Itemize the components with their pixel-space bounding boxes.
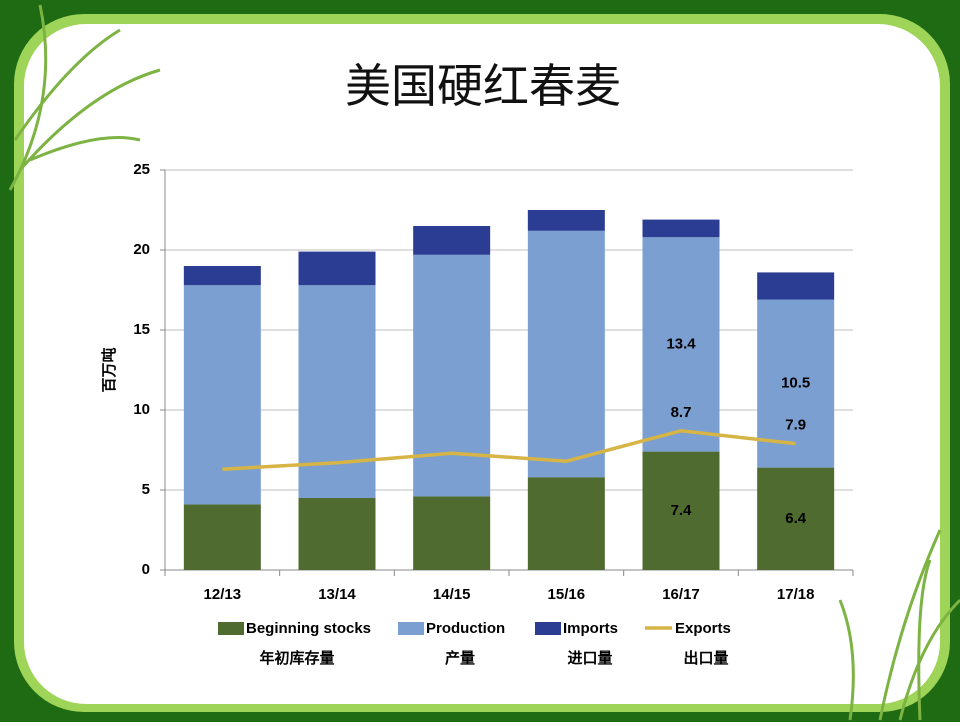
bar-segment xyxy=(413,496,491,570)
wheat-stem xyxy=(898,598,960,721)
bar-segment xyxy=(298,251,376,286)
legend-swatch xyxy=(218,622,244,635)
legend-label: Imports xyxy=(563,620,618,637)
wheat-decoration xyxy=(8,4,960,721)
bar-segment xyxy=(642,237,720,452)
bar-segment xyxy=(527,230,605,478)
wheat-stem xyxy=(917,559,932,721)
y-axis-label: 百万吨 xyxy=(100,347,118,392)
wheat-stem xyxy=(838,599,855,721)
data-label: 10.5 xyxy=(781,375,810,392)
x-tick-label: 16/17 xyxy=(662,586,700,603)
legend-sublabel: 产量 xyxy=(445,649,475,667)
bar-segment xyxy=(298,498,376,570)
bar-segment xyxy=(757,467,835,570)
bar-segment xyxy=(183,266,261,286)
legend-label: Exports xyxy=(675,620,731,637)
bar-segment xyxy=(757,272,835,300)
wheat-stem xyxy=(878,529,942,721)
x-tick-label: 14/15 xyxy=(433,586,471,603)
data-label: 6.4 xyxy=(785,510,807,527)
bar-segment xyxy=(527,477,605,570)
y-tick-label: 5 xyxy=(142,481,150,498)
legend-label: Production xyxy=(426,620,505,637)
y-tick-label: 25 xyxy=(133,161,150,178)
bar-segment xyxy=(642,219,720,238)
x-tick-label: 12/13 xyxy=(204,586,242,603)
bar-segment xyxy=(527,210,605,231)
y-tick-label: 0 xyxy=(142,561,150,578)
legend-sublabel: 年初库存量 xyxy=(259,649,334,667)
wheat-stem xyxy=(29,136,141,162)
exports-line xyxy=(222,429,796,471)
x-tick-label: 13/14 xyxy=(318,586,356,603)
bar-segment xyxy=(183,504,261,570)
data-label: 7.9 xyxy=(785,417,806,434)
chart-title: 美国硬红春麦 xyxy=(345,60,621,112)
wheat-stem xyxy=(13,28,121,141)
data-label: 13.4 xyxy=(666,335,696,352)
x-tick-label: 17/18 xyxy=(777,586,815,603)
bar-segment xyxy=(183,285,261,505)
legend-swatch xyxy=(398,622,424,635)
bar-segment xyxy=(298,285,376,498)
y-tick-label: 15 xyxy=(133,321,150,338)
legend-sublabel: 进口量 xyxy=(567,650,612,667)
legend-sublabel: 出口量 xyxy=(683,649,728,667)
legend-label: Beginning stocks xyxy=(246,620,371,637)
bar-segment xyxy=(413,254,491,497)
bar-segment xyxy=(642,451,720,570)
wheat-stem xyxy=(18,68,161,171)
data-label: 8.7 xyxy=(671,404,692,421)
x-tick-label: 15/16 xyxy=(548,586,586,603)
data-label: 7.4 xyxy=(671,502,693,519)
bar-segment xyxy=(413,226,491,255)
y-tick-label: 20 xyxy=(133,241,150,258)
y-tick-label: 10 xyxy=(133,401,150,418)
legend-swatch xyxy=(535,622,561,635)
